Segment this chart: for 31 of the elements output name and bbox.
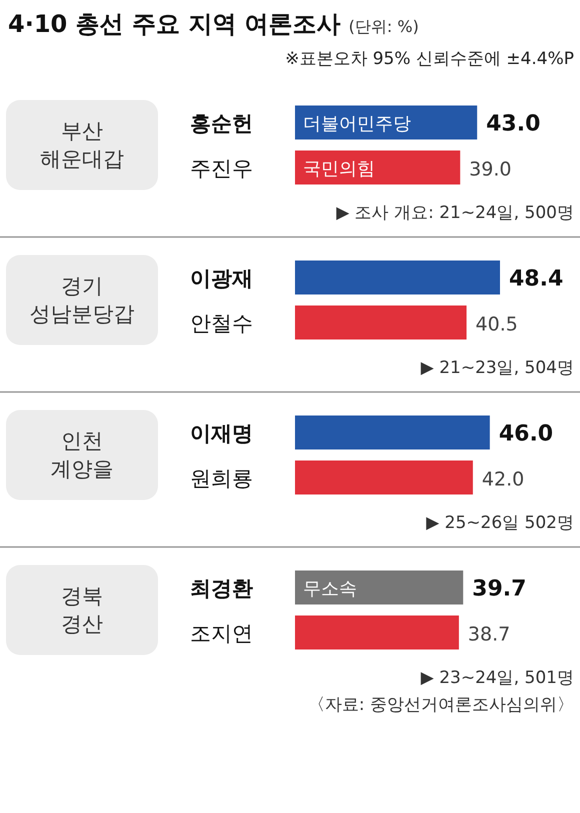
y-tick-label: 주진우 [190,156,253,180]
data-label: 40.5 [476,314,518,336]
annotation: 국민의힘 [303,158,375,180]
data-label: 38.7 [468,624,510,646]
y-axis-title: 부산 해운대갑 [40,119,124,171]
data-label: 42.0 [482,468,524,490]
y-tick-label: 조지연 [190,622,253,646]
data-label: 46.0 [498,422,554,446]
annotation: 더불어민주당 [303,114,411,134]
y-tick-label: 이광재 [190,266,253,290]
data-label: 39.0 [469,158,512,180]
text: ▶ 21~23일, 504명 [420,358,574,378]
text: (단위: %) [348,17,419,36]
annotation: 무소속 [303,578,357,600]
y-tick-label: 원희룡 [190,466,253,490]
annotation: ▶ 23~24일, 501명 [420,668,574,688]
text: 4·10 총선 주요 지역 여론조사 [8,10,341,38]
data-label: 43.0 [486,112,540,136]
data-label: 39.7 [472,576,526,602]
data-label: 48.4 [509,266,564,292]
y-axis-title: 경기 성남분당갑 [30,274,134,326]
y-tick-label: 홍순헌 [190,112,253,136]
text: ※표본오차 95% 신뢰수준에 ±4.4%P [285,49,574,69]
text: ▶ 25~26일 502명 [426,513,574,533]
y-tick-label: 최경환 [190,576,253,600]
y-axis-title: 인천 계양을 [50,429,114,481]
y-axis-title: 경북 경산 [61,584,103,636]
y-tick-label: 이재명 [190,422,253,446]
annotation: ▶ 조사 개요: 21~24일, 500명 [336,203,574,223]
text: 〈자료: 중앙선거여론조사심의위〉 [308,695,574,715]
y-tick-label: 안철수 [190,312,253,336]
